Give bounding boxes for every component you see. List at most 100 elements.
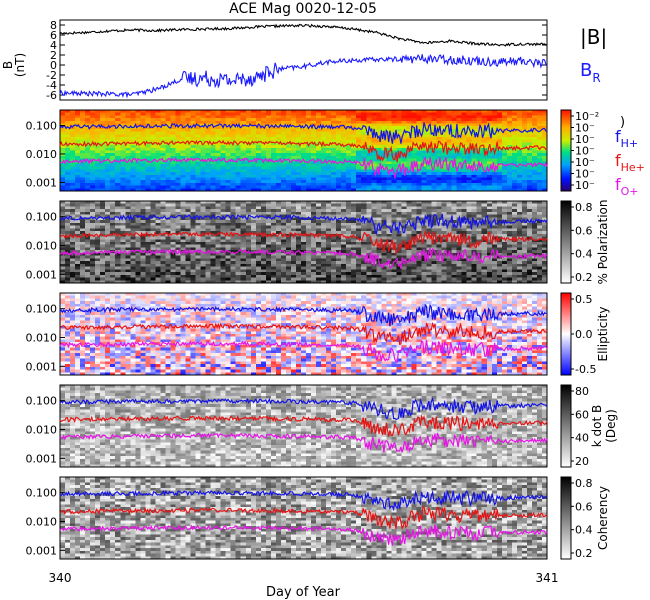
spectral-cell	[426, 110, 432, 113]
spectral-cell	[235, 201, 242, 205]
spectral-cell	[391, 139, 397, 143]
spectral-cell	[285, 150, 292, 154]
spectral-cell	[331, 231, 337, 235]
spectral-cell	[110, 112, 116, 116]
spectral-cell	[135, 280, 141, 284]
spectral-cell	[150, 203, 156, 207]
spectral-cell	[90, 161, 96, 165]
spectral-cell	[130, 225, 136, 229]
spectral-cell	[215, 142, 221, 146]
spectral-cell	[486, 112, 493, 116]
spectral-cell	[441, 123, 447, 127]
spectral-cell	[70, 244, 76, 248]
spectral-cell	[260, 220, 267, 224]
spectral-cell	[356, 277, 362, 281]
spectral-cell	[260, 139, 267, 143]
spectral-cell	[105, 112, 111, 116]
spectral-cell	[270, 217, 277, 221]
spectral-cell	[105, 269, 111, 273]
spectral-cell	[195, 272, 201, 276]
spectral-cell	[110, 258, 116, 262]
spectral-cell	[476, 185, 483, 189]
spectral-cell	[336, 131, 342, 135]
spectral-cell	[290, 147, 297, 151]
spectral-cell	[346, 172, 352, 176]
spectral-cell	[275, 242, 282, 246]
spectral-cell	[371, 137, 377, 140]
spectral-cell	[366, 242, 372, 246]
spectral-cell	[195, 172, 201, 176]
spectral-cell	[356, 247, 362, 251]
spectral-cell	[135, 150, 141, 154]
spectral-cell	[130, 131, 136, 135]
spectral-cell	[341, 263, 347, 267]
spectral-cell	[295, 250, 302, 254]
spectral-cell	[185, 137, 191, 140]
spectral-cell	[160, 147, 166, 151]
spectral-cell	[376, 164, 382, 167]
spectral-cell	[240, 120, 247, 124]
spectral-cell	[130, 228, 136, 232]
spectral-cell	[471, 120, 478, 124]
spectral-cell	[120, 269, 126, 273]
spectral-cell	[225, 150, 231, 154]
spectral-cell	[210, 155, 216, 159]
spectral-cell	[230, 236, 237, 240]
spectral-cell	[240, 252, 247, 256]
spectral-cell	[95, 150, 101, 154]
spectral-cell	[65, 118, 71, 122]
spectral-cell	[115, 242, 121, 246]
spectral-cell	[255, 164, 262, 167]
spectral-cell	[376, 185, 382, 189]
spectral-cell	[521, 134, 528, 138]
spectral-cell	[331, 123, 337, 127]
spectral-cell	[396, 112, 402, 116]
spectral-cell	[481, 137, 488, 140]
spectral-cell	[240, 131, 247, 135]
spectral-cell	[85, 244, 91, 248]
spectral-cell	[371, 123, 377, 127]
spectral-cell	[300, 166, 307, 170]
spectral-cell	[386, 280, 392, 284]
spectral-cell	[521, 174, 528, 178]
spectral-cell	[145, 225, 151, 229]
spectral-cell	[165, 272, 171, 276]
spectral-cell	[205, 145, 211, 149]
spectral-cell	[356, 180, 362, 184]
spectral-cell	[376, 211, 382, 215]
spectral-cell	[426, 137, 432, 140]
spectral-cell	[60, 220, 66, 224]
spectral-cell	[100, 201, 106, 205]
spectral-cell	[406, 126, 412, 130]
spectral-cell	[125, 239, 131, 243]
spectral-cell	[306, 110, 312, 113]
spectral-cell	[150, 134, 156, 138]
spectral-cell	[210, 177, 216, 181]
spectral-cell	[165, 252, 171, 256]
spectral-cell	[230, 203, 237, 207]
spectral-cell	[215, 166, 221, 170]
spectral-cell	[275, 128, 282, 132]
spectral-cell	[456, 188, 462, 192]
spectral-cell	[250, 272, 257, 276]
spectral-cell	[205, 137, 211, 140]
spectral-cell	[180, 206, 186, 210]
spectral-cell	[260, 236, 267, 240]
spectral-cell	[160, 153, 166, 157]
spectral-cell	[531, 112, 538, 116]
spectral-cell	[180, 222, 186, 226]
spectral-cell	[110, 239, 116, 243]
spectral-cell	[311, 150, 317, 154]
spectral-cell	[265, 177, 272, 181]
spectral-cell	[60, 110, 66, 113]
spectral-cell	[190, 266, 196, 270]
spectral-cell	[155, 274, 161, 278]
spectral-cell	[441, 120, 447, 124]
spectral-cell	[386, 120, 392, 124]
spectral-cell	[381, 185, 387, 189]
spectral-cell	[526, 153, 533, 157]
spectral-cell	[210, 145, 216, 149]
spectral-cell	[351, 182, 357, 186]
spectral-cell	[75, 118, 81, 122]
b-y-tick-label-4: 0	[50, 59, 57, 72]
